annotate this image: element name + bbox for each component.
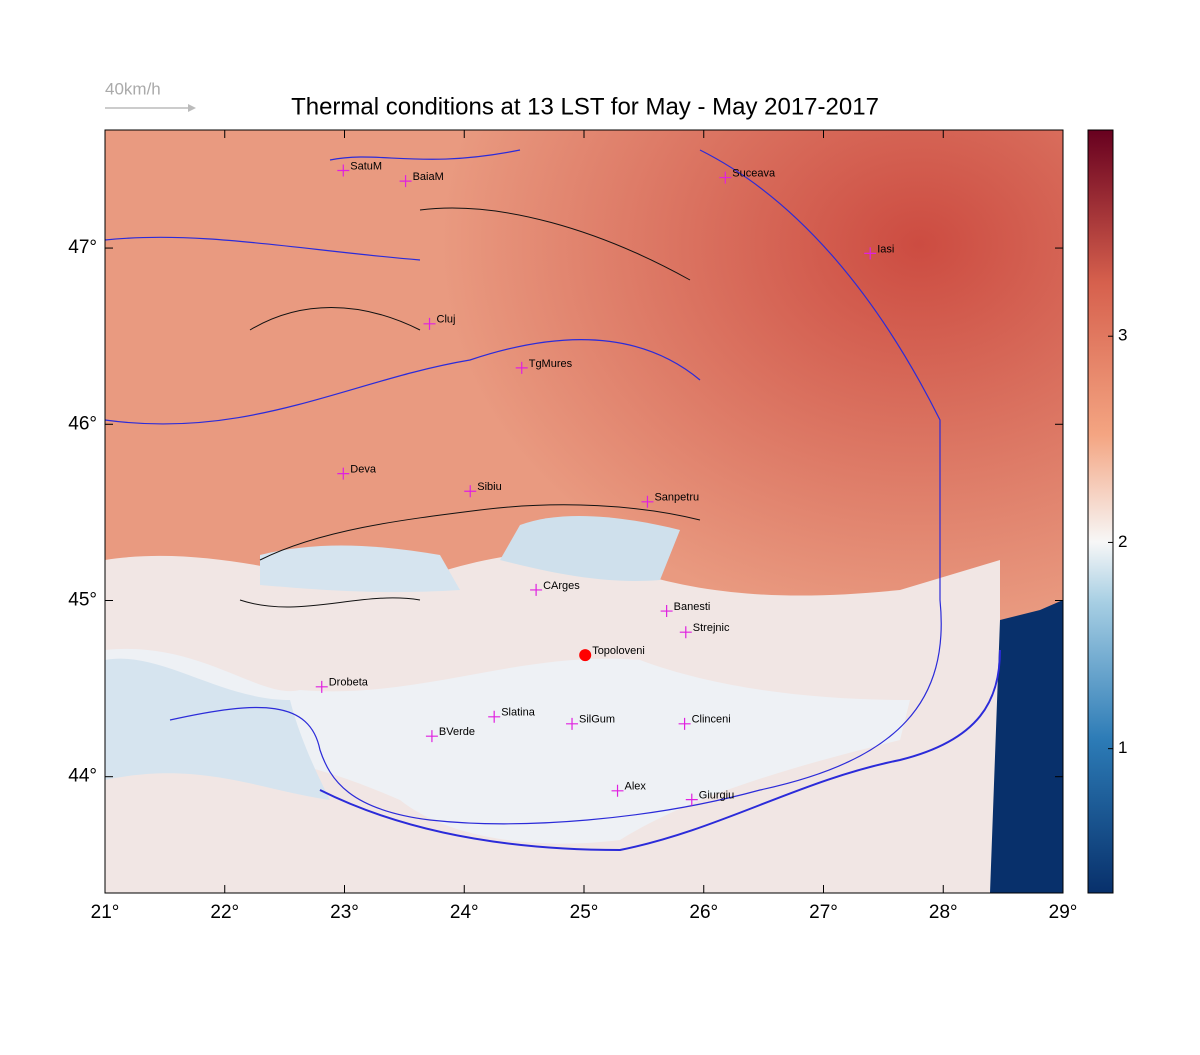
city-label: Banesti (674, 601, 711, 613)
city-marker (530, 583, 543, 596)
city-marker (678, 717, 691, 730)
wind-legend-label: 40km/h (105, 79, 161, 98)
city-label: Slatina (501, 707, 536, 719)
map-field (105, 130, 1063, 893)
city-label: TgMures (529, 358, 573, 370)
x-tick-label: 22° (210, 902, 239, 923)
city-label: Sibiu (477, 481, 501, 493)
city-label: Giurgiu (699, 790, 734, 802)
city-marker (423, 317, 436, 330)
city-marker (660, 605, 673, 618)
city-marker (399, 175, 412, 188)
x-tick-label: 24° (450, 902, 479, 923)
city-marker (488, 710, 501, 723)
city-label: Sanpetru (654, 492, 699, 504)
x-tick-label: 26° (689, 902, 718, 923)
x-tick-label: 23° (330, 902, 359, 923)
city-marker (566, 717, 579, 730)
city-label: Drobeta (329, 677, 369, 689)
y-tick-label: 45° (68, 590, 97, 611)
city-label: SilGum (579, 714, 615, 726)
city-marker (315, 680, 328, 693)
colorbar (1087, 129, 1114, 894)
x-tick-label: 28° (929, 902, 958, 923)
x-tick-label: 29° (1049, 902, 1078, 923)
city-marker (679, 626, 692, 639)
wind-legend-arrowhead (188, 104, 196, 112)
city-label: SatuM (350, 160, 382, 172)
city-marker (337, 467, 350, 480)
city-label: Clinceni (692, 714, 731, 726)
y-tick-label: 44° (68, 766, 97, 787)
city-label: Deva (350, 464, 377, 476)
city-label: Strejnic (693, 622, 730, 634)
city-marker (515, 361, 528, 374)
map-title: Thermal conditions at 13 LST for May - M… (291, 93, 879, 120)
x-tick-label: 27° (809, 902, 838, 923)
city-marker (641, 495, 654, 508)
city-marker (864, 247, 877, 260)
city-label: BaiaM (413, 171, 444, 183)
city-marker (464, 485, 477, 498)
city-marker (579, 649, 592, 662)
y-tick-label: 46° (68, 413, 97, 434)
city-label: Iasi (877, 243, 894, 255)
city-label: CArges (543, 580, 580, 592)
y-tick-label: 47° (68, 237, 97, 258)
city-marker (611, 784, 624, 797)
city-label: Topoloveni (592, 645, 645, 657)
city-marker (425, 730, 438, 743)
city-marker (685, 793, 698, 806)
city-marker (337, 164, 350, 177)
city-marker (719, 171, 732, 184)
colorbar-tick-label: 2 (1118, 532, 1127, 551)
colorbar-tick-label: 3 (1118, 326, 1127, 345)
city-label: BVerde (439, 726, 475, 738)
x-tick-label: 21° (91, 902, 120, 923)
x-tick-label: 25° (570, 902, 599, 923)
colorbar-tick-label: 1 (1118, 738, 1127, 757)
city-label: Alex (625, 781, 647, 793)
city-label: Suceava (732, 167, 776, 179)
city-label: Cluj (437, 314, 456, 326)
